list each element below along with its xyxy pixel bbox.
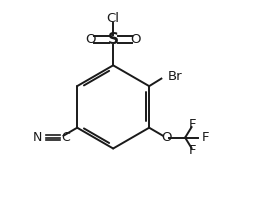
Text: S: S	[108, 32, 119, 47]
Text: O: O	[161, 131, 172, 144]
Text: N: N	[33, 131, 42, 144]
Text: Cl: Cl	[107, 12, 120, 25]
Text: O: O	[85, 33, 96, 46]
Text: F: F	[201, 131, 209, 144]
Text: F: F	[189, 144, 196, 157]
Text: F: F	[189, 118, 196, 131]
Text: O: O	[131, 33, 141, 46]
Text: Br: Br	[167, 70, 182, 83]
Text: C: C	[61, 131, 70, 144]
